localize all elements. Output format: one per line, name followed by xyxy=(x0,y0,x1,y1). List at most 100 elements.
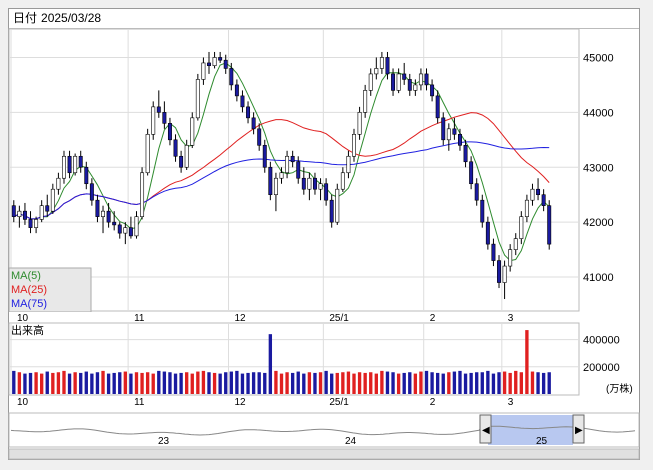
volume-bar xyxy=(168,372,172,394)
volume-bar xyxy=(374,373,378,394)
volume-bar xyxy=(435,372,440,394)
volume-bar xyxy=(151,373,155,394)
volume-bar xyxy=(475,372,479,394)
navigator-right-arrow-icon[interactable]: ▶ xyxy=(575,425,583,436)
candle-body xyxy=(167,123,172,141)
volume-bar xyxy=(357,372,362,394)
volume-bar xyxy=(302,373,306,394)
volume-bar xyxy=(173,373,178,394)
volume-bar xyxy=(536,372,540,394)
price-y-axis: 45000 44000 43000 42000 41000 xyxy=(583,52,614,284)
volume-bar xyxy=(229,371,233,394)
candle-body xyxy=(223,59,228,69)
volume-bar xyxy=(313,372,317,394)
volume-gridlines xyxy=(10,324,579,394)
volume-bar xyxy=(157,370,161,394)
candle-body xyxy=(407,79,412,91)
volume-bar xyxy=(508,372,512,394)
volume-bar xyxy=(17,372,22,394)
candle-body xyxy=(207,62,211,66)
volume-bar xyxy=(419,371,423,394)
candle-body xyxy=(396,73,401,91)
candle-body xyxy=(368,73,373,91)
volume-bar xyxy=(101,370,105,394)
volume-bar xyxy=(514,370,518,394)
legend-ma5: MA(5) xyxy=(11,270,41,282)
candle-body xyxy=(485,221,490,245)
volume-bar xyxy=(162,371,167,394)
volume-tick-label: 400000 xyxy=(583,335,620,347)
volume-bar xyxy=(240,373,245,394)
x-tick-label: 2 xyxy=(430,397,436,408)
volume-bar xyxy=(56,372,61,394)
navigator-left-arrow-icon[interactable]: ◀ xyxy=(482,425,490,436)
volume-bar xyxy=(84,371,88,394)
volume-bar xyxy=(502,371,507,394)
x-tick-label: 25/1 xyxy=(329,397,349,408)
price-tick-label: 41000 xyxy=(583,272,614,284)
volume-bar xyxy=(185,372,189,394)
price-tick-label: 45000 xyxy=(583,52,614,64)
horizontal-scrollbar[interactable] xyxy=(8,448,640,460)
volume-bar xyxy=(112,372,116,394)
x-tick-label: 11 xyxy=(134,397,145,408)
candle-body xyxy=(184,144,189,168)
candle-body xyxy=(56,177,61,190)
candle-body xyxy=(452,128,457,135)
candle-body xyxy=(285,155,290,174)
candle-body xyxy=(134,216,139,237)
volume-bar xyxy=(441,373,445,394)
x-tick-label: 12 xyxy=(235,313,247,324)
volume-bar xyxy=(547,372,551,394)
candle-body xyxy=(156,106,161,113)
volume-bar xyxy=(385,371,390,394)
volume-bar xyxy=(452,371,457,394)
candle-body xyxy=(536,188,541,196)
candle-body xyxy=(251,117,256,130)
volume-bar xyxy=(519,372,523,394)
volume-bar xyxy=(246,372,250,394)
navigator-selection[interactable] xyxy=(488,415,573,445)
candle-body xyxy=(463,144,468,163)
navigator-left-handle[interactable] xyxy=(479,414,492,444)
volume-bar xyxy=(541,372,546,394)
volume-bar xyxy=(123,371,128,394)
legend-ma75: MA(75) xyxy=(11,298,47,310)
candle-body xyxy=(67,155,72,174)
candle-body xyxy=(307,177,312,190)
volume-bar xyxy=(90,373,94,394)
candle-body xyxy=(78,155,83,168)
candle-body xyxy=(502,265,507,283)
volume-bar xyxy=(430,372,434,394)
candle-body xyxy=(541,194,546,206)
candle-body xyxy=(212,57,217,66)
volume-bar xyxy=(290,372,295,394)
volume-bar xyxy=(330,373,334,394)
candle-body xyxy=(357,112,362,135)
candle-body xyxy=(318,183,323,190)
volume-bar xyxy=(402,372,406,394)
candle-body xyxy=(413,84,418,91)
volume-bar xyxy=(201,370,206,394)
candle-body xyxy=(474,183,479,201)
candle-body xyxy=(352,134,356,157)
volume-bar xyxy=(251,372,256,394)
volume-bar xyxy=(318,372,323,394)
volume-bar xyxy=(67,373,72,394)
candle-body xyxy=(340,172,345,190)
volume-bar xyxy=(12,370,16,394)
x-tick-label: 10 xyxy=(17,313,29,324)
candle-body xyxy=(335,188,340,223)
navigator-year-24: 24 xyxy=(345,436,357,447)
volume-bar xyxy=(369,372,373,394)
candle-body xyxy=(62,155,66,179)
navigator-right-handle[interactable] xyxy=(572,414,585,444)
x-tick-label: 2 xyxy=(430,313,436,324)
volume-bar xyxy=(73,372,77,394)
volume-bar xyxy=(207,372,211,394)
x-axis-labels-bottom: 10 11 12 25/1 2 3 xyxy=(17,397,514,408)
volume-bar xyxy=(23,373,27,394)
candle-body xyxy=(73,155,78,174)
date-value: 2025/03/28 xyxy=(41,11,102,25)
